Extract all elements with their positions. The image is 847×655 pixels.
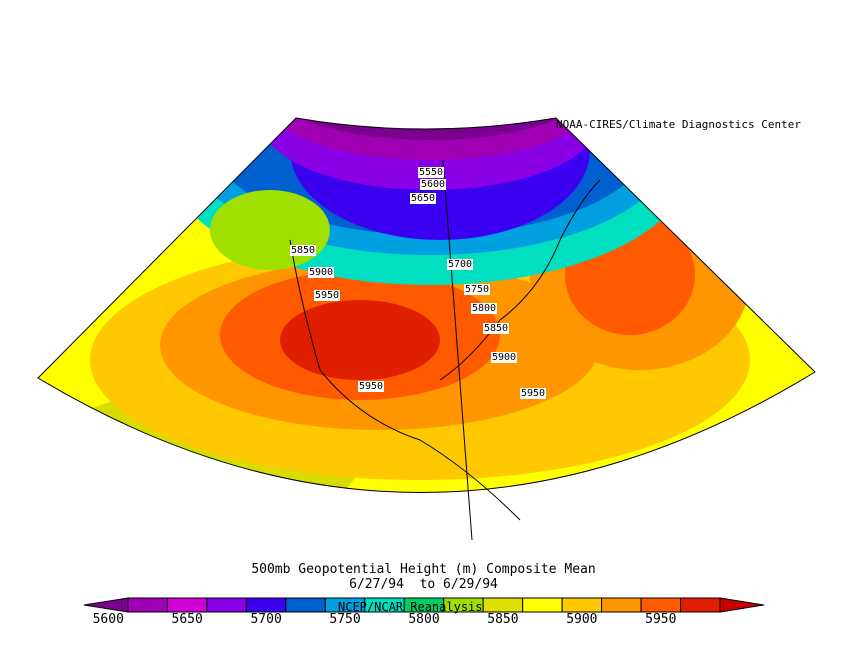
contour-label: 5650 [410,193,437,204]
reanalysis-label: NCEP/NCAR Reanalysis [338,600,483,614]
field-5600 [280,118,580,140]
colorbar-tick-label: 5900 [566,612,598,627]
contour-label: 5950 [520,388,547,399]
chart-title: 500mb Geopotential Height (m) Composite … [251,562,596,577]
colorbar-swatch [561,597,603,613]
colorbar-tick-label: 5850 [487,612,519,627]
colorbar-tick-label: 5600 [92,612,124,627]
contour-label: 5950 [358,381,385,392]
colorbar-swatch [245,597,287,613]
colorbar-tick-label: 5650 [171,612,203,627]
east-coastline [439,179,601,381]
contour-label: 5850 [290,245,317,256]
contour-label: 5900 [491,352,518,363]
colorbar-swatch [285,597,326,613]
field-5975 [280,300,440,380]
colorbar-tick-label: 5950 [645,612,677,627]
contour-label: 5700 [447,259,474,270]
colorbar-swatch [206,597,247,613]
contour-label: 5800 [471,303,498,314]
contour-label: 5900 [308,267,335,278]
colorbar-tick-label: 5750 [329,612,361,627]
colorbar-swatch [522,597,563,613]
colorbar-swatch [640,597,682,613]
contour-label: 5850 [483,323,510,334]
colorbar [83,597,765,613]
contour-label: 5600 [420,179,447,190]
field-west-5800 [210,190,330,270]
contour-label: 5750 [464,284,491,295]
colorbar-arrow-left [83,597,129,613]
colorbar-swatch [680,597,721,613]
coastline [289,239,521,521]
contour-label: 5950 [314,290,341,301]
colorbar-tick-label: 5800 [408,612,440,627]
colorbar-arrow-right [719,597,765,613]
meridian-line [442,159,473,541]
colorbar-tick-label: 5700 [250,612,282,627]
contour-label: 5550 [418,167,445,178]
date-range: 6/27/94 to 6/29/94 [349,577,498,592]
colorbar-swatch [601,597,642,613]
field-5625 [270,118,590,160]
colorbar-swatch [166,597,208,613]
colorbar-swatch [482,597,524,613]
map-border [37,117,816,493]
credit-label: NOAA-CIRES/Climate Diagnostics Center [556,118,802,131]
colorbar-swatch [127,597,168,613]
